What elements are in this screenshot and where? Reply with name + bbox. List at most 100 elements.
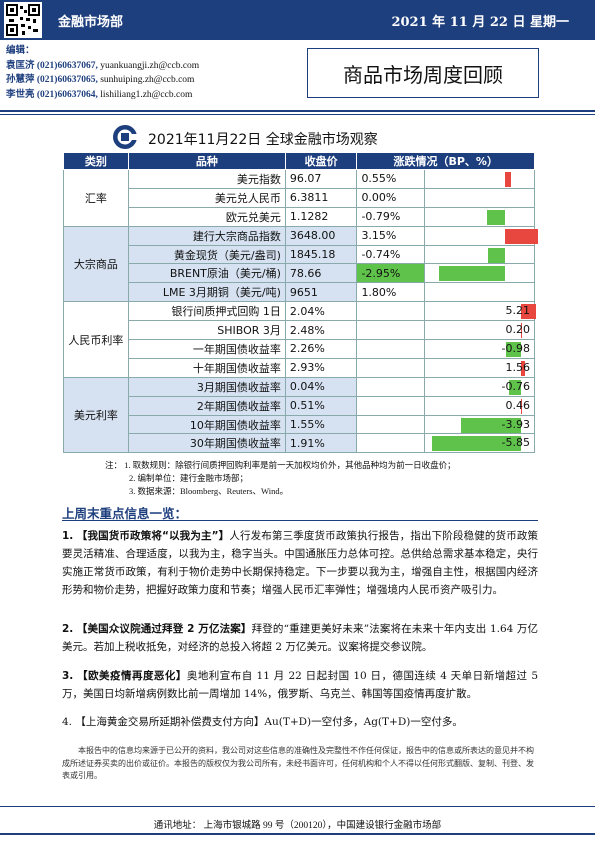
news-body: 人行发布第三季度货币政策执行报告，指出下阶段稳健的货币政策要灵活精准、合理适度，… — [62, 530, 539, 596]
editor-email[interactable]: lishiliang1.zh@ccb.com — [100, 89, 193, 100]
instrument-name: 黄金现货（美元/盎司) — [127, 244, 286, 265]
table-row: 一年期国债收益率 2.26% -0.98 — [64, 339, 536, 359]
report-title: 商品市场周度回顾 — [307, 48, 539, 98]
change-value — [356, 414, 425, 435]
up-bar — [504, 228, 538, 244]
close-value: 1.55% — [284, 414, 358, 435]
change-bar-cell: -0.76 — [423, 376, 536, 397]
change-value — [356, 433, 425, 454]
observation-subtitle: 2021年11月22日 全球金融市场观察 — [148, 132, 378, 148]
close-value: 1845.18 — [284, 244, 358, 265]
close-value: 0.04% — [284, 376, 358, 397]
table-row: SHIBOR 3月 2.48% 0.20 — [64, 320, 536, 341]
news-body: 奥地利宣布自 11 月 22 日起封国 10 日，德国连续 4 天单日新增超过 … — [62, 670, 538, 700]
change-bar-cell — [423, 282, 536, 303]
instrument-name: 10年期国债收益率 — [127, 414, 286, 435]
change-value — [356, 395, 425, 416]
instrument-name: BRENT原油（美元/桶) — [127, 263, 286, 284]
editors-block: 编辑： 袁匡济 (021)60637067, yuankuangji.zh@cc… — [6, 44, 199, 102]
down-bar — [509, 379, 521, 395]
qr-code-icon — [4, 2, 42, 38]
market-table: 类别 品种 收盘价 涨跌情况（BP、%） 汇率 美元指数 96.07 0.55% 美元兑… — [63, 152, 538, 454]
close-value: 78.66 — [284, 263, 358, 284]
close-value: 3648.00 — [284, 225, 358, 246]
table-row: 美元利率 3月期国债收益率 0.04% -0.76 — [63, 376, 536, 454]
table-row: 30年期国债收益率 1.91% -5.85 — [64, 433, 536, 454]
news-item: 1. 【我国货币政策将“以我为主”】人行发布第三季度货币政策执行报告，指出下阶段… — [62, 530, 539, 596]
up-bar — [520, 360, 526, 376]
close-value: 2.93% — [284, 357, 358, 378]
change-value: 3.15% — [356, 225, 425, 246]
down-bar — [488, 247, 505, 263]
change-bp-label: -5.85 — [501, 436, 530, 450]
close-value: 96.07 — [284, 169, 358, 189]
note-line: 2. 编制单位：建行金融市场部； — [129, 473, 249, 483]
table-body: 汇率 美元指数 96.07 0.55% 美元兑人民币 6.3811 0.00% 欧元兑美元 1.… — [63, 169, 538, 454]
change-value — [356, 357, 425, 378]
table-row: 10年期国债收益率 1.55% -3.93 — [64, 414, 536, 435]
header-name: 品种 — [127, 152, 286, 170]
change-value: 0.00% — [356, 187, 425, 208]
header-change: 涨跌情况（BP、%） — [356, 152, 535, 170]
down-bar — [431, 436, 521, 452]
change-value: 1.80% — [356, 282, 425, 303]
divider — [0, 833, 595, 835]
ccb-logo-icon — [112, 124, 138, 150]
department-name: 金融市场部 — [58, 15, 124, 30]
instrument-name: 3月期国债收益率 — [127, 376, 286, 397]
close-value: 2.04% — [284, 301, 358, 322]
instrument-name: 美元指数 — [127, 169, 286, 189]
report-date: 2021 年 11 月 22 日 星期一 — [391, 15, 569, 30]
divider — [0, 110, 595, 112]
divider — [0, 114, 595, 115]
change-bp-label: -0.76 — [501, 379, 530, 393]
change-bar-cell — [423, 187, 536, 208]
change-bar-cell: -3.93 — [423, 414, 536, 435]
instrument-name: SHIBOR 3月 — [127, 320, 286, 341]
change-value: -0.79% — [356, 206, 425, 227]
table-header-row: 类别 品种 收盘价 涨跌情况（BP、%） — [63, 152, 535, 170]
news-body: Au(T+D)一空付多，Ag(T+D)一空付多。 — [264, 716, 463, 728]
close-value: 0.51% — [284, 395, 358, 416]
news-item: 2. 【美国众议院通过拜登 2 万亿法案】拜登的“重建更美好未来”法案将在未来十… — [62, 623, 538, 653]
editor-email[interactable]: sunhuiping.zh@ccb.com — [100, 75, 195, 85]
change-value: -2.95% — [356, 263, 425, 284]
change-bp-label: -0.98 — [501, 342, 530, 356]
table-row: 人民币利率 银行间质押式回购 1日 2.04% 5.21 — [63, 301, 536, 378]
change-value — [356, 320, 425, 341]
down-bar — [505, 342, 521, 358]
up-bar — [520, 323, 523, 339]
change-bp-label: 1.56 — [505, 360, 531, 374]
table-row: 十年期国债收益率 2.93% 1.56 — [64, 357, 536, 378]
table-row: LME 3月期铜（美元/吨) 9651 1.80% — [64, 282, 536, 303]
change-bar-cell: 0.46 — [423, 395, 536, 416]
editor-row: 袁匡济 (021)60637067, yuankuangji.zh@ccb.co… — [6, 59, 200, 71]
change-value: 0.55% — [356, 169, 425, 189]
editor-row: 李世亮 (021)60637064, lishiliang1.zh@ccb.co… — [6, 88, 193, 100]
table-row: 欧元兑美元 1.1282 -0.79% — [64, 206, 536, 227]
instrument-name: 十年期国债收益率 — [127, 357, 286, 378]
news-body: 拜登的“重建更美好未来”法案将在未来十年内支出 1.64 万亿美元。若加上税收抵… — [62, 623, 538, 653]
editor-email[interactable]: yuankuangji.zh@ccb.com — [100, 60, 200, 71]
change-bar-cell: 0.20 — [423, 320, 536, 341]
news-item: 4. 【上海黄金交易所延期补偿费支付方向】Au(T+D)一空付多，Ag(T+D)… — [62, 716, 463, 728]
category-cell: 大宗商品 — [63, 225, 129, 303]
close-value: 6.3811 — [284, 187, 358, 208]
instrument-name: LME 3月期铜（美元/吨) — [127, 282, 286, 303]
table-row: 大宗商品 建行大宗商品指数 3648.00 3.15% — [63, 225, 538, 303]
instrument-name: 美元兑人民币 — [127, 187, 286, 208]
note-line: 注： 1. 取数规则：除银行间质押回购利率是前一天加权均价外，其他品种均为前一日… — [105, 460, 456, 470]
up-bar — [520, 304, 536, 320]
change-value — [356, 376, 425, 397]
change-bar-cell: 5.21 — [423, 301, 536, 322]
category-cell: 美元利率 — [63, 376, 129, 454]
category-cell: 人民币利率 — [63, 301, 129, 378]
header-category: 类别 — [63, 152, 129, 170]
change-bp-label: 5.21 — [505, 304, 531, 318]
table-row: BRENT原油（美元/桶) 78.66 -2.95% — [64, 263, 536, 284]
news-headline: 【美国众议院通过拜登 2 万亿法案】 — [76, 623, 252, 635]
change-bar-cell: -0.98 — [423, 339, 536, 359]
divider — [0, 806, 595, 807]
close-value: 1.91% — [284, 433, 358, 454]
close-value: 1.1282 — [284, 206, 358, 227]
